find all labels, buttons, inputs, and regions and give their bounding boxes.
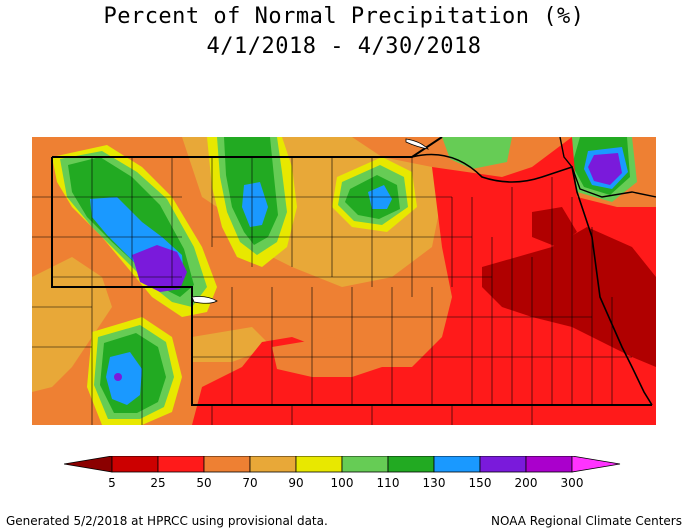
legend-labels: 5 25 50 70 90 100 110 130 150 200 300 bbox=[108, 476, 583, 490]
date-range: 4/1/2018 - 4/30/2018 bbox=[206, 34, 482, 59]
legend-cells bbox=[111, 456, 573, 473]
precipitation-map bbox=[32, 137, 656, 425]
legend-tick-label: 5 bbox=[108, 476, 116, 490]
top-lake bbox=[405, 138, 430, 150]
legend-tick-label: 200 bbox=[515, 476, 538, 490]
legend-tick-label: 300 bbox=[561, 476, 584, 490]
legend-cell bbox=[203, 456, 251, 473]
zone-purple-nw bbox=[132, 245, 187, 292]
legend-tick-label: 25 bbox=[150, 476, 165, 490]
source-credit: NOAA Regional Climate Centers bbox=[491, 514, 682, 528]
map-title: Percent of Normal Precipitation (%) bbox=[103, 4, 585, 29]
legend-tick-label: 150 bbox=[469, 476, 492, 490]
zone-purple-corner bbox=[588, 153, 622, 185]
legend-tick-label: 70 bbox=[242, 476, 257, 490]
legend-tick-label: 130 bbox=[423, 476, 446, 490]
zone-purple-sw-dot bbox=[114, 373, 122, 381]
legend-cell bbox=[249, 456, 297, 473]
zone-dark-red-east bbox=[482, 227, 656, 367]
legend-cell bbox=[111, 456, 159, 473]
legend-tick-label: 110 bbox=[377, 476, 400, 490]
legend-cell bbox=[387, 456, 435, 473]
legend-cell bbox=[157, 456, 205, 473]
county-lines bbox=[32, 157, 632, 425]
legend-tick-label: 90 bbox=[288, 476, 303, 490]
legend-cell bbox=[479, 456, 527, 473]
legend-color-bar: 5 25 50 70 90 100 110 130 150 200 300 bbox=[64, 456, 621, 490]
legend-cell bbox=[341, 456, 389, 473]
missouri-river bbox=[411, 153, 653, 406]
zone-blue-nc bbox=[242, 182, 268, 227]
ne-corner-river bbox=[559, 137, 656, 198]
legend-left-arrow bbox=[64, 456, 113, 473]
legend-right-arrow bbox=[571, 456, 621, 473]
legend-cell bbox=[433, 456, 481, 473]
zone-blue-sw bbox=[106, 352, 142, 405]
legend-cell bbox=[295, 456, 343, 473]
legend-tick-label: 100 bbox=[331, 476, 354, 490]
reservoir-lake bbox=[191, 296, 218, 304]
legend-cell bbox=[525, 456, 573, 473]
legend-tick-label: 50 bbox=[196, 476, 211, 490]
generated-note: Generated 5/2/2018 at HPRCC using provis… bbox=[6, 514, 328, 528]
zone-dark-red-extra bbox=[532, 207, 577, 247]
